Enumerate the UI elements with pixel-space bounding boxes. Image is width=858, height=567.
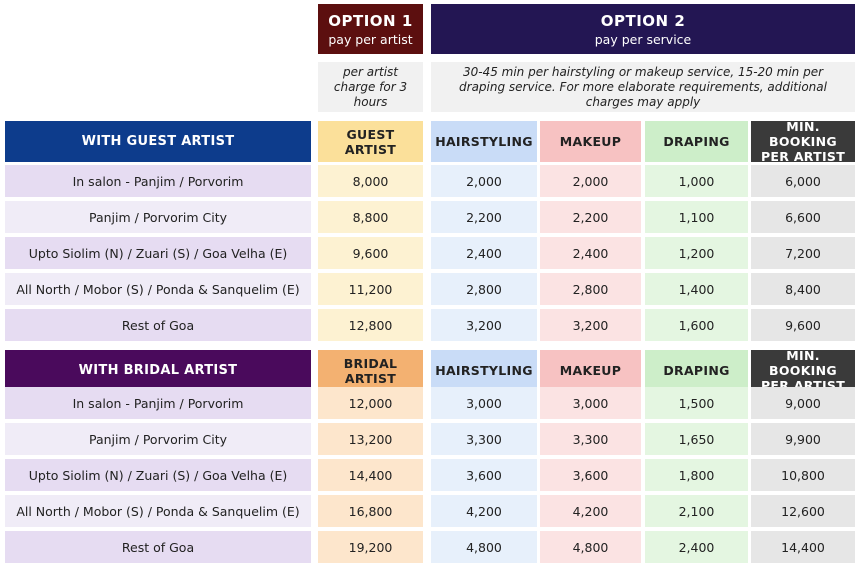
bridal-section-title: WITH BRIDAL ARTIST: [5, 350, 311, 391]
hairstyling-price-cell: 2,200: [431, 201, 537, 233]
hairstyling-price-cell: 3,300: [431, 423, 537, 455]
draping-price-cell: 1,200: [645, 237, 748, 269]
option1-header: OPTION 1 pay per artist: [318, 4, 423, 54]
draping-price-cell: 2,100: [645, 495, 748, 527]
makeup-price-cell: 2,400: [540, 237, 641, 269]
location-label: In salon - Panjim / Porvorim: [5, 165, 311, 197]
makeup-price-cell: 4,200: [540, 495, 641, 527]
draping-price-cell: 1,400: [645, 273, 748, 305]
draping-price-cell: 1,600: [645, 309, 748, 341]
draping-price-cell: 1,800: [645, 459, 748, 491]
hairstyling-column-header: HAIRSTYLING: [431, 350, 537, 391]
makeup-price-cell: 3,300: [540, 423, 641, 455]
location-label: Upto Siolim (N) / Zuari (S) / Goa Velha …: [5, 237, 311, 269]
min-booking-cell: 10,800: [751, 459, 855, 491]
artist-price-cell: 19,200: [318, 531, 423, 563]
artist-price-cell: 14,400: [318, 459, 423, 491]
draping-price-cell: 1,650: [645, 423, 748, 455]
hairstyling-price-cell: 4,200: [431, 495, 537, 527]
min-booking-cell: 14,400: [751, 531, 855, 563]
location-label: In salon - Panjim / Porvorim: [5, 387, 311, 419]
makeup-column-header: MAKEUP: [540, 350, 641, 391]
min-booking-cell: 9,600: [751, 309, 855, 341]
hairstyling-price-cell: 3,000: [431, 387, 537, 419]
hairstyling-price-cell: 2,800: [431, 273, 537, 305]
min-booking-column-header: MIN. BOOKING PER ARTIST: [751, 348, 855, 393]
option2-header: OPTION 2 pay per service: [431, 4, 855, 54]
hairstyling-price-cell: 3,200: [431, 309, 537, 341]
artist-column-header: GUEST ARTIST: [318, 121, 423, 162]
location-label: Rest of Goa: [5, 309, 311, 341]
min-booking-cell: 9,000: [751, 387, 855, 419]
hairstyling-price-cell: 3,600: [431, 459, 537, 491]
makeup-price-cell: 2,200: [540, 201, 641, 233]
location-label: Panjim / Porvorim City: [5, 201, 311, 233]
location-label: All North / Mobor (S) / Ponda & Sanqueli…: [5, 495, 311, 527]
makeup-price-cell: 3,000: [540, 387, 641, 419]
guest-section-title: WITH GUEST ARTIST: [5, 121, 311, 162]
min-booking-cell: 6,000: [751, 165, 855, 197]
location-label: All North / Mobor (S) / Ponda & Sanqueli…: [5, 273, 311, 305]
draping-column-header: DRAPING: [645, 350, 748, 391]
artist-price-cell: 8,800: [318, 201, 423, 233]
makeup-price-cell: 2,800: [540, 273, 641, 305]
option1-note: per artist charge for 3 hours: [318, 62, 423, 112]
artist-column-header: BRIDAL ARTIST: [318, 350, 423, 391]
artist-price-cell: 12,800: [318, 309, 423, 341]
artist-price-cell: 8,000: [318, 165, 423, 197]
draping-price-cell: 1,000: [645, 165, 748, 197]
draping-price-cell: 1,500: [645, 387, 748, 419]
makeup-price-cell: 3,600: [540, 459, 641, 491]
option1-title: OPTION 1: [328, 11, 413, 30]
artist-price-cell: 11,200: [318, 273, 423, 305]
makeup-column-header: MAKEUP: [540, 121, 641, 162]
draping-price-cell: 2,400: [645, 531, 748, 563]
option2-note: 30-45 min per hairstyling or makeup serv…: [431, 62, 855, 112]
artist-price-cell: 16,800: [318, 495, 423, 527]
option2-title: OPTION 2: [600, 11, 686, 30]
min-booking-column-header: MIN. BOOKING PER ARTIST: [751, 119, 855, 164]
min-booking-cell: 9,900: [751, 423, 855, 455]
artist-price-cell: 9,600: [318, 237, 423, 269]
option2-subtitle: pay per service: [594, 31, 692, 47]
min-booking-cell: 12,600: [751, 495, 855, 527]
hairstyling-price-cell: 2,400: [431, 237, 537, 269]
min-booking-cell: 7,200: [751, 237, 855, 269]
min-booking-cell: 8,400: [751, 273, 855, 305]
makeup-price-cell: 4,800: [540, 531, 641, 563]
artist-price-cell: 13,200: [318, 423, 423, 455]
hairstyling-price-cell: 4,800: [431, 531, 537, 563]
makeup-price-cell: 3,200: [540, 309, 641, 341]
location-label: Rest of Goa: [5, 531, 311, 563]
location-label: Panjim / Porvorim City: [5, 423, 311, 455]
draping-column-header: DRAPING: [645, 121, 748, 162]
option1-subtitle: pay per artist: [328, 31, 413, 47]
location-label: Upto Siolim (N) / Zuari (S) / Goa Velha …: [5, 459, 311, 491]
hairstyling-price-cell: 2,000: [431, 165, 537, 197]
min-booking-cell: 6,600: [751, 201, 855, 233]
artist-price-cell: 12,000: [318, 387, 423, 419]
makeup-price-cell: 2,000: [540, 165, 641, 197]
draping-price-cell: 1,100: [645, 201, 748, 233]
hairstyling-column-header: HAIRSTYLING: [431, 121, 537, 162]
